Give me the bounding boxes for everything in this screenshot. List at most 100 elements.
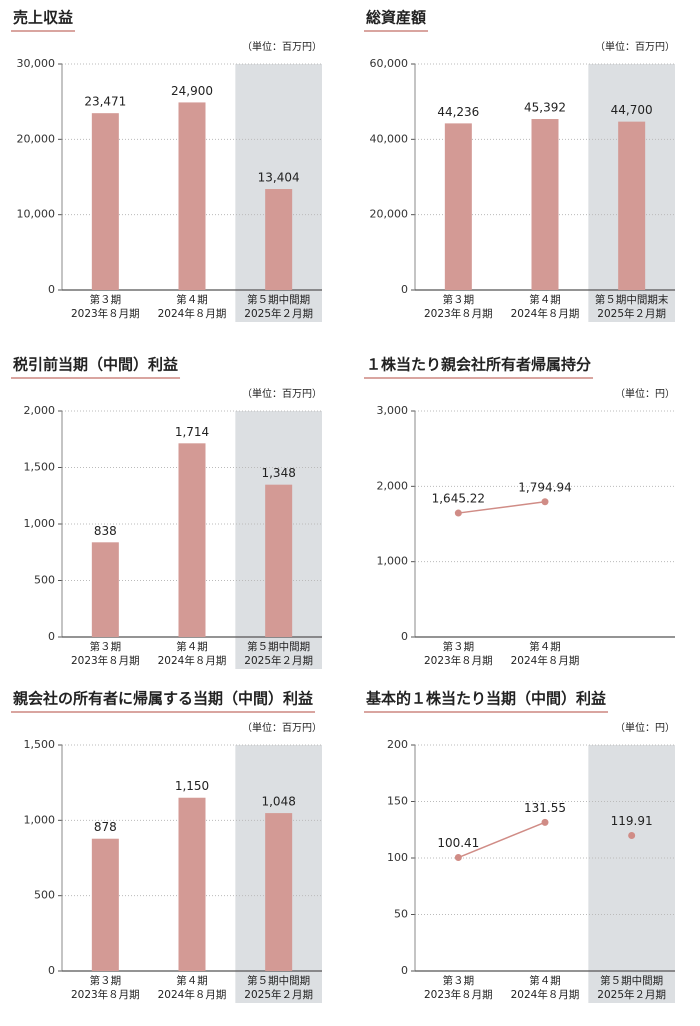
value-label: 100.41	[437, 836, 479, 850]
x-tick-label: 第３期	[443, 974, 475, 987]
y-tick-label: 200	[387, 738, 408, 751]
unit-label: （単位：百万円）	[242, 40, 322, 53]
shaded-region	[588, 745, 675, 1003]
x-tick-label: 第５期中間期	[247, 974, 310, 987]
value-label: 23,471	[84, 95, 126, 109]
chart-panel: 税引前当期（中間）利益 （単位：百万円） 0 500 1,000 1,500 2,000 第３…	[11, 356, 322, 669]
unit-label: （単位：百万円）	[242, 721, 322, 734]
point	[454, 854, 462, 862]
line	[458, 501, 546, 514]
y-tick-label: 50	[394, 908, 408, 921]
chart-title: 税引前当期（中間）利益	[13, 356, 178, 374]
x-tick-label: 2025年２月期	[244, 307, 313, 320]
y-tick-label: 150	[387, 795, 408, 808]
y-tick-label: 500	[34, 889, 55, 902]
y-tick-label: 0	[401, 630, 408, 643]
x-tick-label: 第４期	[529, 640, 561, 653]
y-tick-label: 0	[48, 964, 55, 977]
bar	[91, 838, 119, 971]
bar	[265, 189, 293, 290]
x-tick-label: 第５期中間期末	[595, 293, 669, 306]
x-tick-label: 第５期中間期	[247, 293, 310, 306]
x-tick-label: 第５期中間期	[600, 974, 663, 987]
value-label: 1,714	[175, 425, 209, 439]
x-tick-label: 第３期	[90, 640, 122, 653]
y-tick-label: 30,000	[17, 57, 56, 70]
chart-panel: 総資産額 （単位：百万円） 0 20,000 40,000 60,000 第３期2023年８…	[364, 9, 675, 322]
unit-label: （単位：百万円）	[595, 40, 675, 53]
x-tick-label: 第３期	[443, 293, 475, 306]
y-tick-label: 1,000	[24, 813, 56, 826]
y-tick-label: 60,000	[370, 57, 409, 70]
chart-panel: 親会社の所有者に帰属する当期（中間）利益 （単位：百万円） 0 500 1,000 1,5…	[11, 690, 322, 1003]
x-tick-label: 第４期	[176, 640, 208, 653]
y-tick-label: 40,000	[370, 132, 409, 145]
unit-label: （単位：円）	[615, 387, 675, 400]
bar	[618, 121, 646, 290]
x-tick-label: 第５期中間期	[247, 640, 310, 653]
y-tick-label: 3,000	[377, 404, 409, 417]
x-tick-label: 第３期	[90, 293, 122, 306]
value-label: 131.55	[524, 801, 566, 815]
x-tick-label: 2023年８月期	[424, 988, 493, 1001]
y-tick-label: 0	[48, 630, 55, 643]
chart-title: １株当たり親会社所有者帰属持分	[366, 356, 591, 374]
chart-panel: 基本的１株当たり当期（中間）利益（単位：円）050100150200第３期202…	[364, 690, 675, 1003]
y-tick-label: 20,000	[370, 208, 409, 221]
value-label: 45,392	[524, 101, 566, 115]
value-label: 838	[94, 524, 117, 538]
x-tick-label: 2024年８月期	[158, 988, 227, 1001]
y-tick-label: 1,000	[377, 555, 409, 568]
bar	[91, 542, 119, 637]
value-label: 1,645.22	[432, 492, 485, 506]
x-tick-label: 2024年８月期	[158, 654, 227, 667]
chart-title: 親会社の所有者に帰属する当期（中間）利益	[13, 690, 313, 708]
bar	[444, 123, 472, 290]
y-tick-label: 10,000	[17, 208, 56, 221]
bar	[178, 102, 206, 290]
x-tick-label: 2025年２月期	[597, 307, 666, 320]
x-tick-label: 2024年８月期	[158, 307, 227, 320]
line	[458, 821, 546, 859]
y-tick-label: 2,000	[24, 404, 56, 417]
value-label: 1,150	[175, 779, 209, 793]
x-tick-label: 第４期	[176, 293, 208, 306]
x-tick-label: 2023年８月期	[71, 654, 140, 667]
bar	[265, 484, 293, 637]
value-label: 878	[94, 820, 117, 834]
value-label: 1,048	[261, 795, 295, 809]
y-tick-label: 0	[401, 283, 408, 296]
value-label: 119.91	[611, 814, 653, 828]
point	[454, 509, 462, 517]
x-tick-label: 第４期	[529, 974, 561, 987]
chart-panel: １株当たり親会社所有者帰属持分 （単位：円） 0 1,000 2,000 3,000 第３期…	[364, 356, 675, 667]
value-label: 44,236	[437, 105, 479, 119]
bar	[178, 443, 206, 637]
value-label: 1,794.94	[518, 480, 571, 494]
x-tick-label: 2025年２月期	[244, 988, 313, 1001]
x-tick-label: 第３期	[443, 640, 475, 653]
y-tick-label: 100	[387, 851, 408, 864]
x-tick-label: 2023年８月期	[71, 988, 140, 1001]
bar	[91, 113, 119, 290]
bar	[531, 119, 559, 290]
chart-title: 売上収益	[13, 9, 73, 27]
y-tick-label: 500	[34, 574, 55, 587]
x-tick-label: 2024年８月期	[511, 988, 580, 1001]
point	[628, 832, 636, 840]
x-tick-label: 第３期	[90, 974, 122, 987]
value-label: 13,404	[258, 171, 300, 185]
y-tick-label: 1,500	[24, 461, 56, 474]
y-tick-label: 1,500	[24, 738, 56, 751]
y-tick-label: 1,000	[24, 517, 56, 530]
x-tick-label: 第４期	[529, 293, 561, 306]
point	[541, 818, 549, 826]
unit-label: （単位：百万円）	[242, 387, 322, 400]
chart-panel: 売上収益 （単位：百万円） 0 10,000 20,000 30,000 第３期2023年８…	[11, 9, 322, 322]
x-tick-label: 2023年８月期	[424, 307, 493, 320]
y-tick-label: 20,000	[17, 132, 56, 145]
y-tick-label: 0	[48, 283, 55, 296]
y-tick-label: 0	[401, 964, 408, 977]
chart-title: 総資産額	[366, 9, 426, 27]
